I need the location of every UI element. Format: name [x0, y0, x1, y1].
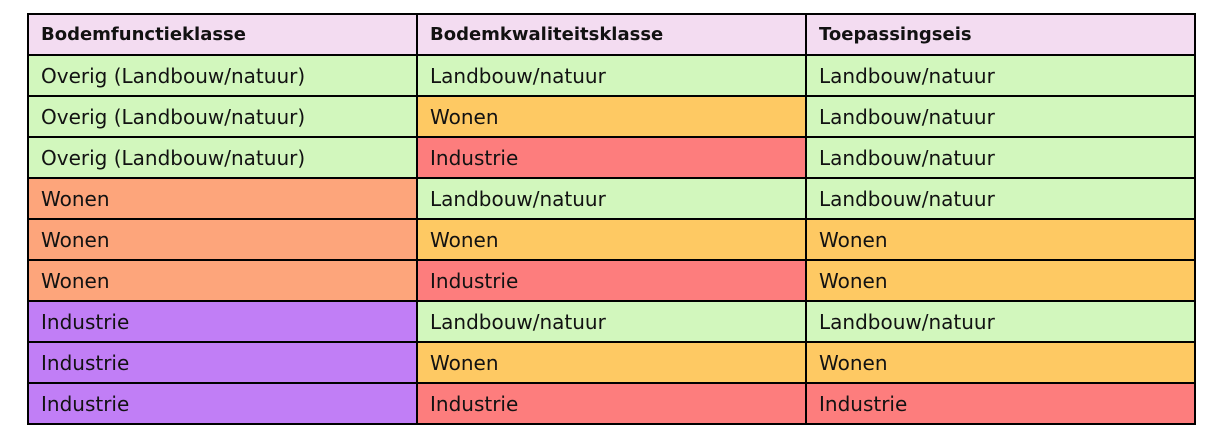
- table-cell: Wonen: [805, 341, 1196, 384]
- table-cell: Landbouw/natuur: [416, 54, 807, 97]
- table-header: Bodemfunctieklasse Bodemkwaliteitsklasse…: [27, 13, 1196, 56]
- table-cell: Wonen: [416, 218, 807, 261]
- header-row: Bodemfunctieklasse Bodemkwaliteitsklasse…: [27, 13, 1196, 56]
- table-row: Overig (Landbouw/natuur) Wonen Landbouw/na…: [27, 95, 1196, 138]
- table-cell: Overig (Landbouw/natuur): [27, 95, 418, 138]
- table-row: Overig (Landbouw/natuur) Landbouw/natuur L…: [27, 54, 1196, 97]
- table-cell: Industrie: [27, 300, 418, 343]
- table-cell: Overig (Landbouw/natuur): [27, 136, 418, 179]
- table-row: Wonen Wonen Wonen: [27, 218, 1196, 261]
- header-bodemfunctieklasse: Bodemfunctieklasse: [27, 13, 418, 56]
- table-row: Industrie Industrie Industrie: [27, 382, 1196, 425]
- table-cell: Landbouw/natuur: [805, 177, 1196, 220]
- table-cell: Landbouw/natuur: [805, 300, 1196, 343]
- table-cell: Landbouw/natuur: [805, 136, 1196, 179]
- table-cell: Wonen: [416, 95, 807, 138]
- bodemklasse-table: Bodemfunctieklasse Bodemkwaliteitsklasse…: [27, 13, 1196, 425]
- table-row: Wonen Landbouw/natuur Landbouw/natuur: [27, 177, 1196, 220]
- table-cell: Wonen: [416, 341, 807, 384]
- table-cell: Wonen: [27, 177, 418, 220]
- header-toepassingseis: Toepassingseis: [805, 13, 1196, 56]
- table-cell: Landbouw/natuur: [805, 54, 1196, 97]
- table-cell: Landbouw/natuur: [416, 300, 807, 343]
- table-cell: Industrie: [416, 136, 807, 179]
- table-cell: Wonen: [27, 259, 418, 302]
- table-row: Industrie Wonen Wonen: [27, 341, 1196, 384]
- table-cell: Wonen: [805, 218, 1196, 261]
- table-row: Wonen Industrie Wonen: [27, 259, 1196, 302]
- table-body: Overig (Landbouw/natuur) Landbouw/natuur L…: [27, 54, 1196, 425]
- table-cell: Overig (Landbouw/natuur): [27, 54, 418, 97]
- table-cell: Wonen: [805, 259, 1196, 302]
- table-cell: Landbouw/natuur: [416, 177, 807, 220]
- table-cell: Wonen: [27, 218, 418, 261]
- table-cell: Industrie: [805, 382, 1196, 425]
- table-cell: Industrie: [416, 259, 807, 302]
- table-row: Industrie Landbouw/natuur Landbouw/natuur: [27, 300, 1196, 343]
- table-row: Overig (Landbouw/natuur) Industrie Landbou…: [27, 136, 1196, 179]
- header-bodemkwaliteitsklasse: Bodemkwaliteitsklasse: [416, 13, 807, 56]
- table-cell: Industrie: [416, 382, 807, 425]
- table-cell: Landbouw/natuur: [805, 95, 1196, 138]
- table-cell: Industrie: [27, 382, 418, 425]
- table-cell: Industrie: [27, 341, 418, 384]
